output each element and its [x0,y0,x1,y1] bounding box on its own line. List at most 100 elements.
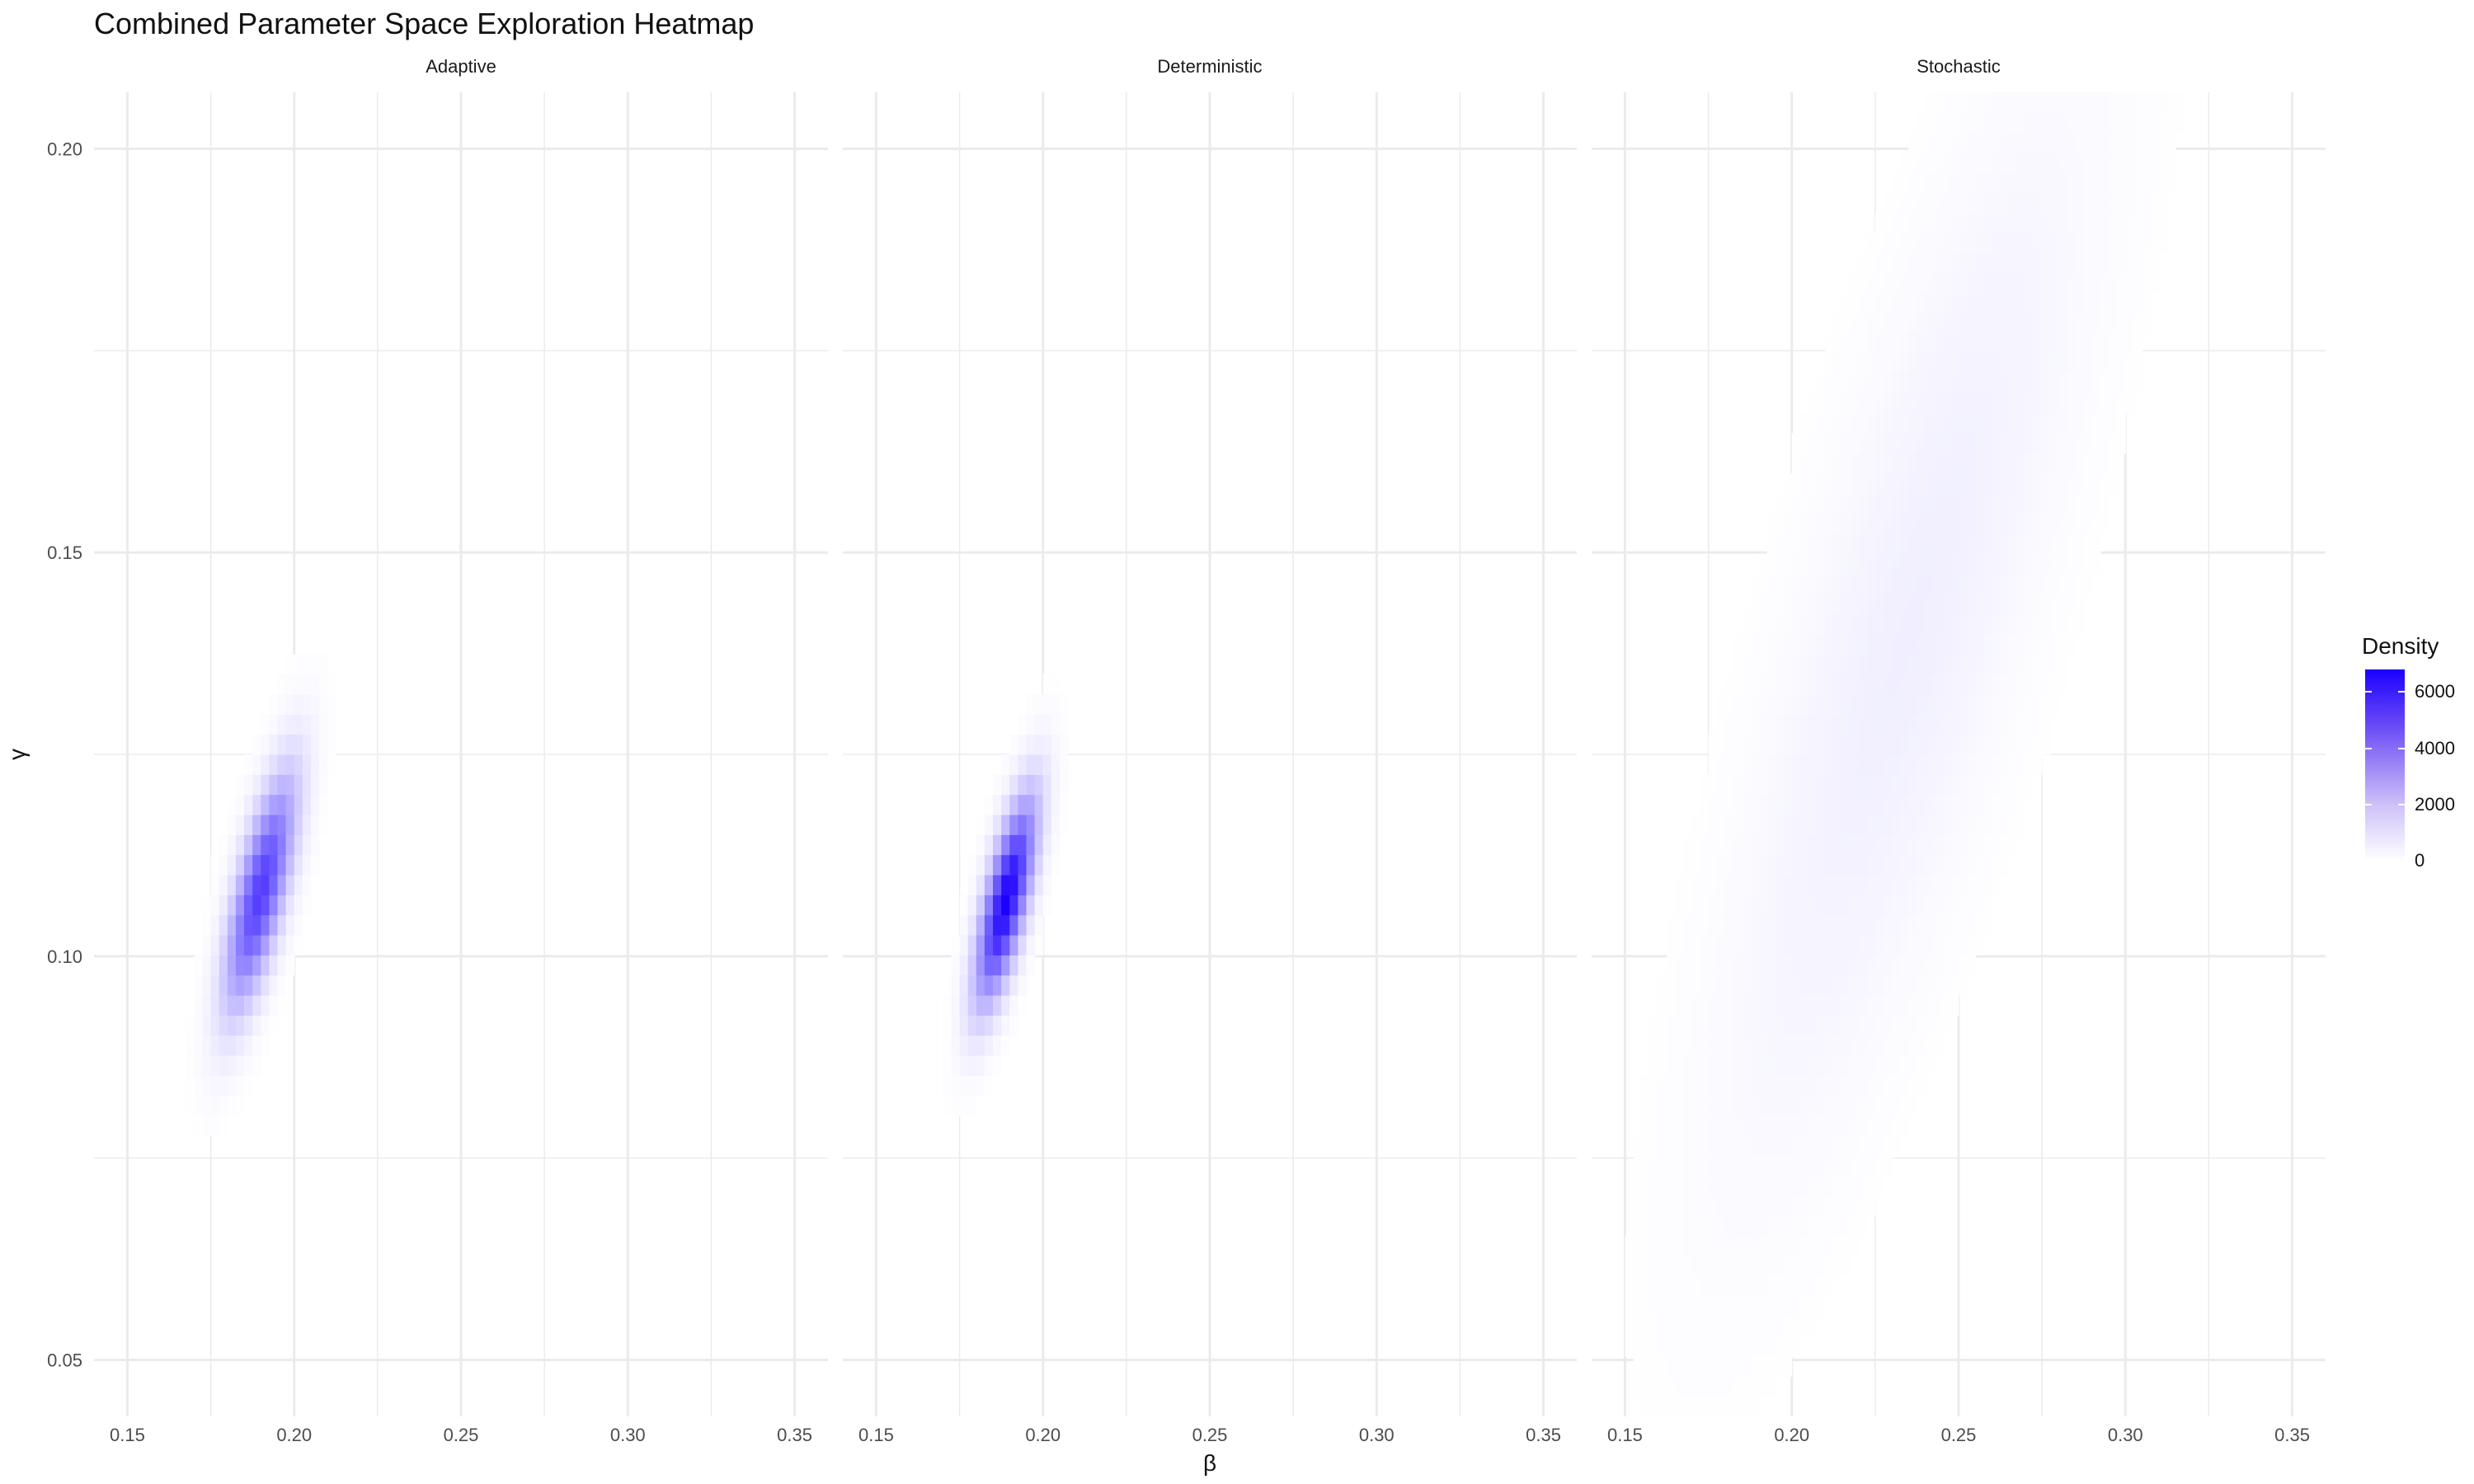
heat-cell [2008,574,2018,594]
heat-cell [1959,192,1968,214]
heat-cell [1933,955,1943,976]
heat-cell [2083,433,2093,454]
heat-cell [302,694,312,715]
heat-cell [2016,172,2026,194]
heat-cell [1825,875,1834,895]
heat-cell [1708,1275,1718,1297]
heat-cell [993,774,1002,796]
heat-cell [2075,252,2085,274]
heat-cell [1691,1176,1701,1196]
heat-cell [1625,1236,1634,1256]
heat-cell [2075,232,2085,254]
heat-cell [1983,232,1992,254]
heat-cell [1975,153,1984,173]
heat-cell [1766,734,1776,755]
heat-cell [319,714,328,735]
heat-cell [1925,393,1935,414]
heat-cell [2016,453,2026,474]
heat-cell [2034,273,2043,294]
heat-cell [2025,293,2034,314]
heat-cell [1833,734,1842,755]
heat-cell [2050,574,2059,594]
heat-cell [2000,153,2010,173]
heat-cell [1850,1035,1860,1056]
heat-cell [269,935,279,956]
heat-cell [319,794,328,815]
heat-cell [1758,553,1767,575]
heat-cell [1742,995,1751,1016]
heat-cell [2100,453,2109,474]
heat-cell [244,754,253,775]
heat-cell [1825,613,1834,635]
heat-cell [1758,1236,1767,1256]
heat-cell [1683,1035,1692,1056]
heat-cell [1700,1396,1710,1417]
heat-cell [2133,192,2143,214]
heat-cell [2042,674,2051,695]
heat-cell [1825,1135,1834,1157]
heat-cell [1700,875,1710,895]
heat-cell [1892,914,1901,936]
heat-cell [2008,674,2018,695]
heat-cell [244,1075,253,1097]
heat-cell [2042,613,2051,635]
heat-cell [2000,553,2010,575]
heat-cell [1733,1176,1743,1196]
heat-cell [219,1015,228,1036]
heat-cell [1858,875,1868,895]
heat-cell [1658,1336,1667,1357]
heat-cell [2100,192,2109,214]
heat-cell [2025,232,2034,254]
heat-cell [2067,273,2077,294]
heat-cell [1983,815,1992,835]
heat-cell [1742,1296,1751,1317]
heat-cell [1925,413,1935,434]
heat-cell [2000,594,2010,615]
heat-cell [2150,92,2160,113]
heat-cell [1917,955,1926,976]
heat-cell [1908,413,1917,434]
heat-cell [1708,1195,1718,1217]
heat-cell [1884,353,1893,374]
heat-cell [261,834,270,856]
heat-cell [1708,935,1718,956]
heat-cell [2008,312,2018,334]
heat-cell [1884,473,1893,495]
heat-cell [1034,714,1044,735]
heat-cell [1649,1015,1659,1036]
heat-cell [1799,574,1809,594]
heat-cell [1950,353,1959,374]
heat-cell [1959,312,1968,334]
heat-cell [2008,353,2018,374]
heat-cell [1691,815,1701,835]
heat-cell [1833,875,1842,895]
x-tick-label: 0.15 [110,1425,145,1445]
heat-cell [1691,1115,1701,1136]
heat-cell [2000,754,2010,775]
heat-cell [2083,293,2093,314]
heat-cell [1026,895,1036,916]
heat-cell [1933,373,1943,394]
heat-cell [1833,453,1842,474]
heat-cell [1917,252,1926,274]
heat-cell [1817,895,1826,916]
heat-cell [2075,373,2085,394]
heat-cell [2083,112,2093,134]
x-tick-label: 0.20 [1025,1425,1061,1445]
heat-cell [1733,1376,1743,1397]
heat-cell [277,754,287,775]
heat-cell [1766,1115,1776,1136]
heat-cell [2025,473,2034,495]
heat-cell [1750,854,1759,876]
heat-cell [1034,875,1044,895]
heat-cell [2042,453,2051,474]
heat-cell [1933,854,1943,876]
heat-cell [2075,613,2085,635]
heat-cell [1791,914,1801,936]
heat-cell [1742,734,1751,755]
heat-cell [1975,854,1984,876]
heat-cell [2008,192,2018,214]
heat-cell [2166,112,2176,134]
heat-cell [2100,393,2109,414]
heat-cell [1775,834,1785,856]
